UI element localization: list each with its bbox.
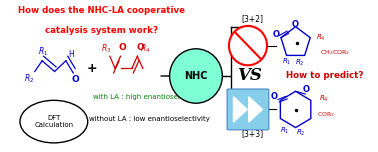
Text: NHC: NHC (184, 71, 208, 81)
Text: $R_1$: $R_1$ (38, 45, 48, 58)
Text: How to predict?: How to predict? (286, 71, 364, 81)
Text: $R_2$: $R_2$ (296, 128, 306, 138)
Text: $R_4$: $R_4$ (319, 93, 329, 104)
Text: O: O (118, 43, 126, 52)
Text: CH$_2$COR$_3$: CH$_2$COR$_3$ (320, 48, 350, 57)
Text: O: O (271, 92, 278, 101)
Text: $R_3$: $R_3$ (101, 42, 112, 55)
Text: $R_4$: $R_4$ (140, 42, 150, 55)
Text: How does the NHC-LA cooperative: How does the NHC-LA cooperative (18, 6, 185, 15)
Ellipse shape (229, 26, 267, 65)
Text: DFT
Calculation: DFT Calculation (34, 115, 73, 128)
Text: $R_1$: $R_1$ (280, 126, 290, 136)
Text: $R_4$: $R_4$ (316, 33, 326, 43)
Text: without LA : low enantioselectivity: without LA : low enantioselectivity (89, 116, 209, 122)
Text: O: O (72, 74, 80, 84)
Text: VS: VS (237, 67, 262, 85)
Text: O: O (292, 20, 299, 29)
Text: COR$_3$: COR$_3$ (317, 111, 335, 119)
Text: [3+2]: [3+2] (242, 14, 264, 23)
Text: $R_2$: $R_2$ (24, 73, 34, 85)
Text: O: O (137, 43, 144, 52)
Text: with LA : high enantioselectivity: with LA : high enantioselectivity (93, 94, 206, 100)
Text: H: H (68, 50, 74, 59)
Text: $R_2$: $R_2$ (296, 58, 305, 68)
Polygon shape (249, 97, 262, 122)
Text: O: O (273, 30, 280, 39)
Text: catalysis system work?: catalysis system work? (45, 26, 158, 35)
Text: O: O (303, 85, 310, 94)
Polygon shape (234, 97, 247, 122)
Text: $R_1$: $R_1$ (282, 57, 291, 67)
FancyBboxPatch shape (227, 89, 269, 130)
Text: +: + (86, 62, 97, 75)
Ellipse shape (170, 49, 222, 103)
Text: [3+3]: [3+3] (242, 129, 264, 138)
